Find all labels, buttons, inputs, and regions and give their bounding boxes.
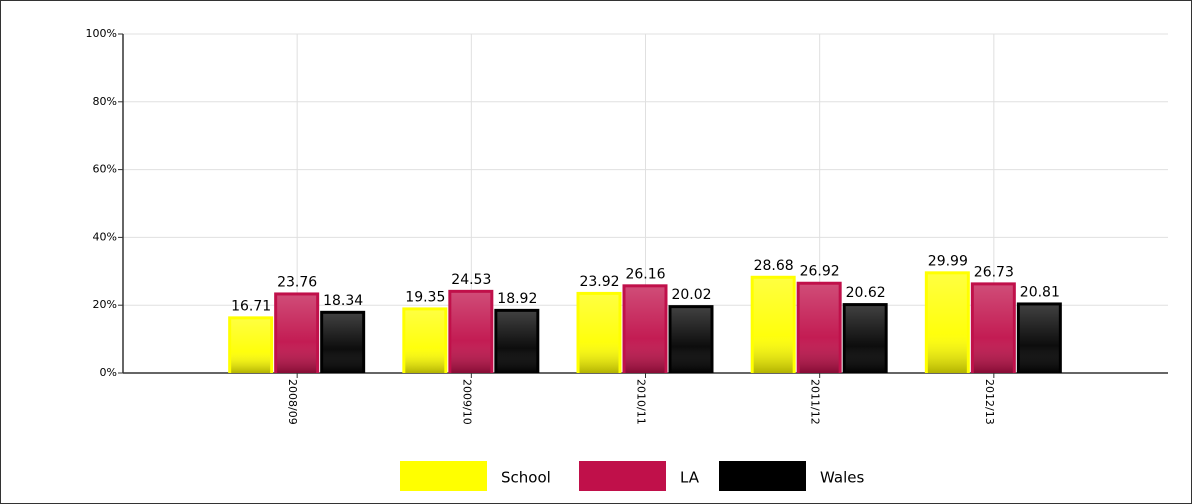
bar-shine [753, 278, 793, 373]
value-label: 26.16 [625, 266, 665, 282]
bar-shine [799, 284, 839, 373]
value-label: 28.68 [754, 258, 794, 274]
bar-shine [405, 310, 445, 373]
value-label: 20.81 [1020, 284, 1060, 300]
y-tick-label: 60% [93, 163, 117, 176]
value-label: 20.02 [671, 287, 711, 303]
value-label: 26.73 [974, 264, 1014, 280]
legend-swatch [719, 461, 806, 491]
bar-shine [845, 306, 885, 373]
x-tick-label: 2009/10 [460, 379, 473, 425]
y-tick-label: 20% [93, 298, 117, 311]
legend-label: LA [680, 469, 700, 487]
bar-shine [1019, 305, 1059, 373]
y-tick-label: 40% [93, 230, 117, 243]
value-label: 23.92 [579, 274, 619, 290]
bar-shine [579, 294, 619, 373]
value-label: 18.34 [323, 293, 363, 309]
bar-shine [671, 308, 711, 373]
legend-swatch [400, 461, 487, 491]
legend-label: School [501, 469, 551, 487]
legend-label: Wales [820, 469, 864, 487]
value-label: 24.53 [451, 272, 491, 288]
value-label: 18.92 [497, 291, 537, 307]
value-label: 29.99 [928, 253, 968, 269]
value-label: 16.71 [231, 298, 271, 314]
value-label: 19.35 [405, 289, 445, 305]
bar-shine [231, 319, 271, 373]
bar-shine [973, 285, 1013, 373]
bar-shine [625, 287, 665, 373]
bar-shine [451, 292, 491, 373]
x-tick-label: 2010/11 [635, 379, 648, 425]
bar-shine [497, 311, 537, 373]
value-label: 20.62 [846, 285, 886, 301]
value-label: 23.76 [277, 274, 317, 290]
bar-shine [277, 295, 317, 373]
y-tick-label: 100% [86, 27, 117, 40]
value-label: 26.92 [800, 264, 840, 280]
x-tick-label: 2008/09 [286, 379, 299, 425]
x-tick-label: 2011/12 [809, 379, 822, 425]
y-tick-label: 0% [100, 366, 117, 379]
bar-shine [927, 274, 967, 373]
legend-swatch [579, 461, 666, 491]
y-tick-label: 80% [93, 95, 117, 108]
x-tick-label: 2012/13 [983, 379, 996, 425]
bar-shine [323, 313, 363, 373]
